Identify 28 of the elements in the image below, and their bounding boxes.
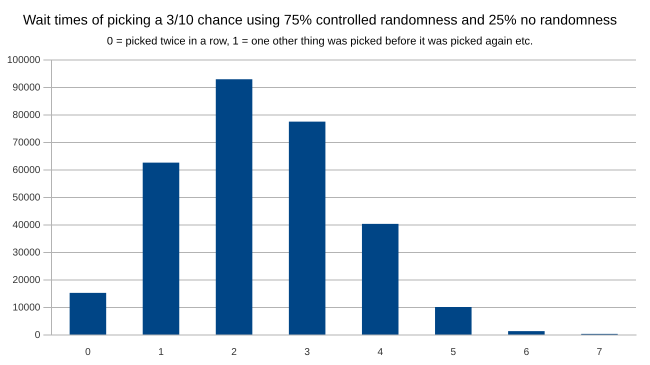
x-tick-label: 3 bbox=[304, 346, 310, 358]
y-tick-label: 0 bbox=[34, 330, 41, 341]
x-tick-label: 4 bbox=[377, 346, 384, 358]
x-tick-label: 7 bbox=[596, 346, 603, 358]
x-tick-label: 6 bbox=[524, 346, 530, 358]
bar bbox=[288, 122, 326, 334]
bar bbox=[362, 224, 398, 334]
x-tick-label: 1 bbox=[158, 346, 164, 358]
chart-title: Wait times of picking a 3/10 chance using 75% controlled randomness and 25% no randomness bbox=[22, 11, 618, 28]
y-tick-label: 70000 bbox=[12, 137, 41, 148]
bar bbox=[508, 331, 545, 334]
y-tick-label: 20000 bbox=[12, 274, 41, 286]
x-tick-label: 0 bbox=[85, 346, 92, 358]
y-tick-label: 60000 bbox=[12, 164, 41, 176]
bar bbox=[142, 162, 180, 334]
bar bbox=[216, 79, 252, 334]
y-tick-label: 80000 bbox=[12, 110, 41, 121]
chart-subtitle: 0 = picked twice in a row, 1 = one other thing was picked before it was picked again etc. bbox=[106, 35, 534, 48]
y-tick-label: 30000 bbox=[12, 247, 41, 258]
bar bbox=[435, 306, 472, 334]
y-tick-label: 90000 bbox=[12, 82, 41, 94]
y-tick-label: 100000 bbox=[6, 54, 41, 66]
y-tick-label: 40000 bbox=[12, 220, 41, 231]
y-tick-label: 10000 bbox=[12, 302, 41, 314]
x-tick-label: 5 bbox=[450, 346, 457, 358]
x-tick-label: 2 bbox=[231, 346, 238, 358]
y-tick-label: 50000 bbox=[12, 192, 41, 204]
bar bbox=[70, 292, 106, 334]
